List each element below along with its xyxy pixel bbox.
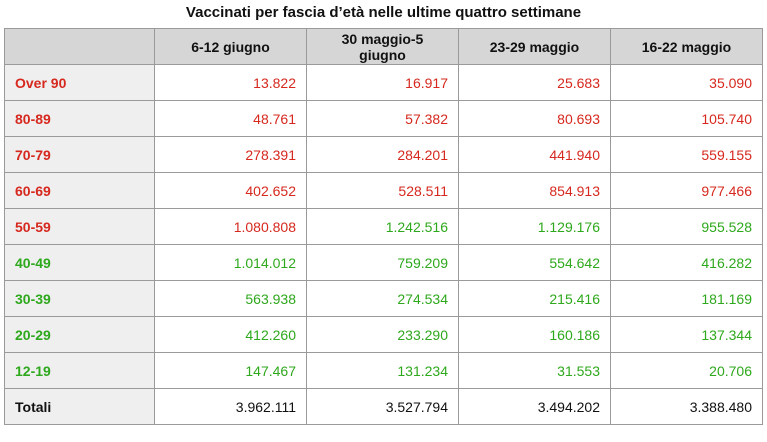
cell-value: 402.652: [154, 172, 307, 209]
cell-value: 137.344: [610, 316, 763, 353]
table-row: 80-89 48.761 57.382 80.693 105.740: [4, 100, 763, 137]
corner-cell: [4, 28, 155, 65]
cell-value: 80.693: [458, 100, 611, 137]
row-label: 80-89: [4, 100, 155, 137]
cell-value: 441.940: [458, 136, 611, 173]
table-row: 50-59 1.080.808 1.242.516 1.129.176 955.528: [4, 208, 763, 245]
table-row: 20-29 412.260 233.290 160.186 137.344: [4, 316, 763, 353]
cell-value: 1.242.516: [306, 208, 459, 245]
cell-value: 1.129.176: [458, 208, 611, 245]
cell-value: 31.553: [458, 352, 611, 389]
table-title: Vaccinati per fascia d’età nelle ultime …: [185, 4, 582, 21]
cell-value: 57.382: [306, 100, 459, 137]
cell-value: 25.683: [458, 64, 611, 101]
cell-value: 131.234: [306, 352, 459, 389]
row-label: 70-79: [4, 136, 155, 173]
cell-value: 3.388.480: [610, 388, 763, 425]
data-table: 6-12 giugno 30 maggio-5 giugno 23-29 maggi…: [4, 28, 763, 425]
cell-value: 105.740: [610, 100, 763, 137]
cell-value: 412.260: [154, 316, 307, 353]
column-header: 23-29 maggio: [458, 28, 611, 65]
table-row: Over 90 13.822 16.917 25.683 35.090: [4, 64, 763, 101]
cell-value: 3.962.111: [154, 388, 307, 425]
table-body: Over 90 13.822 16.917 25.683 35.090 80-89 48.7…: [4, 64, 763, 425]
row-label: Over 90: [4, 64, 155, 101]
cell-value: 147.467: [154, 352, 307, 389]
cell-value: 16.917: [306, 64, 459, 101]
cell-value: 554.642: [458, 244, 611, 281]
cell-value: 3.494.202: [458, 388, 611, 425]
cell-value: 274.534: [306, 280, 459, 317]
cell-value: 48.761: [154, 100, 307, 137]
cell-value: 559.155: [610, 136, 763, 173]
cell-value: 416.282: [610, 244, 763, 281]
cell-value: 13.822: [154, 64, 307, 101]
table-row: 40-49 1.014.012 759.209 554.642 416.282: [4, 244, 763, 281]
row-label: 30-39: [4, 280, 155, 317]
cell-value: 977.466: [610, 172, 763, 209]
cell-value: 3.527.794: [306, 388, 459, 425]
cell-value: 284.201: [306, 136, 459, 173]
cell-value: 35.090: [610, 64, 763, 101]
cell-value: 854.913: [458, 172, 611, 209]
row-label: 12-19: [4, 352, 155, 389]
table-row: 60-69 402.652 528.511 854.913 977.466: [4, 172, 763, 209]
header-row: 6-12 giugno 30 maggio-5 giugno 23-29 maggi…: [4, 28, 763, 65]
cell-value: 20.706: [610, 352, 763, 389]
cell-value: 528.511: [306, 172, 459, 209]
row-label: 40-49: [4, 244, 155, 281]
row-label: 60-69: [4, 172, 155, 209]
row-label: 20-29: [4, 316, 155, 353]
cell-value: 955.528: [610, 208, 763, 245]
table-row: 30-39 563.938 274.534 215.416 181.169: [4, 280, 763, 317]
cell-value: 278.391: [154, 136, 307, 173]
table-row: Totali 3.962.111 3.527.794 3.494.202 3.388.4…: [4, 388, 763, 425]
cell-value: 563.938: [154, 280, 307, 317]
cell-value: 181.169: [610, 280, 763, 317]
row-label: 50-59: [4, 208, 155, 245]
column-header: 30 maggio-5 giugno: [306, 28, 459, 65]
table-row: 12-19 147.467 131.234 31.553 20.706: [4, 352, 763, 389]
table-row: 70-79 278.391 284.201 441.940 559.155: [4, 136, 763, 173]
cell-value: 160.186: [458, 316, 611, 353]
column-header: 6-12 giugno: [154, 28, 307, 65]
cell-value: 1.014.012: [154, 244, 307, 281]
cell-value: 1.080.808: [154, 208, 307, 245]
row-label: Totali: [4, 388, 155, 425]
column-header: 16-22 maggio: [610, 28, 763, 65]
cell-value: 233.290: [306, 316, 459, 353]
cell-value: 759.209: [306, 244, 459, 281]
cell-value: 215.416: [458, 280, 611, 317]
